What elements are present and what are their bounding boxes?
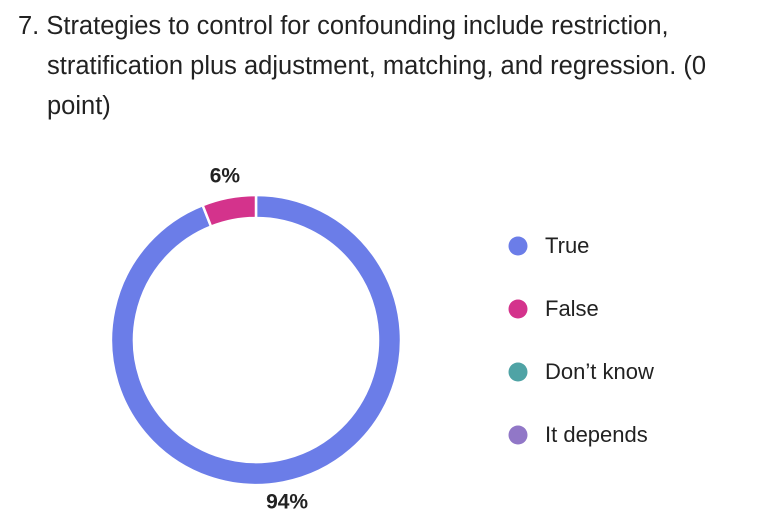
- legend-label: True: [545, 233, 589, 258]
- legend-swatch: [508, 425, 528, 445]
- legend-swatch: [508, 362, 528, 382]
- data-label: 6%: [210, 164, 241, 187]
- donut-slice: [200, 193, 258, 229]
- legend-swatch: [508, 299, 528, 319]
- legend-swatch: [508, 236, 528, 256]
- legend-label: False: [545, 296, 599, 321]
- data-label: 94%: [266, 491, 308, 514]
- donut-slice: [109, 193, 403, 487]
- question-title: 7. Strategies to control for confounding…: [18, 12, 707, 120]
- legend-label: Don’t know: [545, 359, 654, 384]
- legend-label: It depends: [545, 422, 648, 447]
